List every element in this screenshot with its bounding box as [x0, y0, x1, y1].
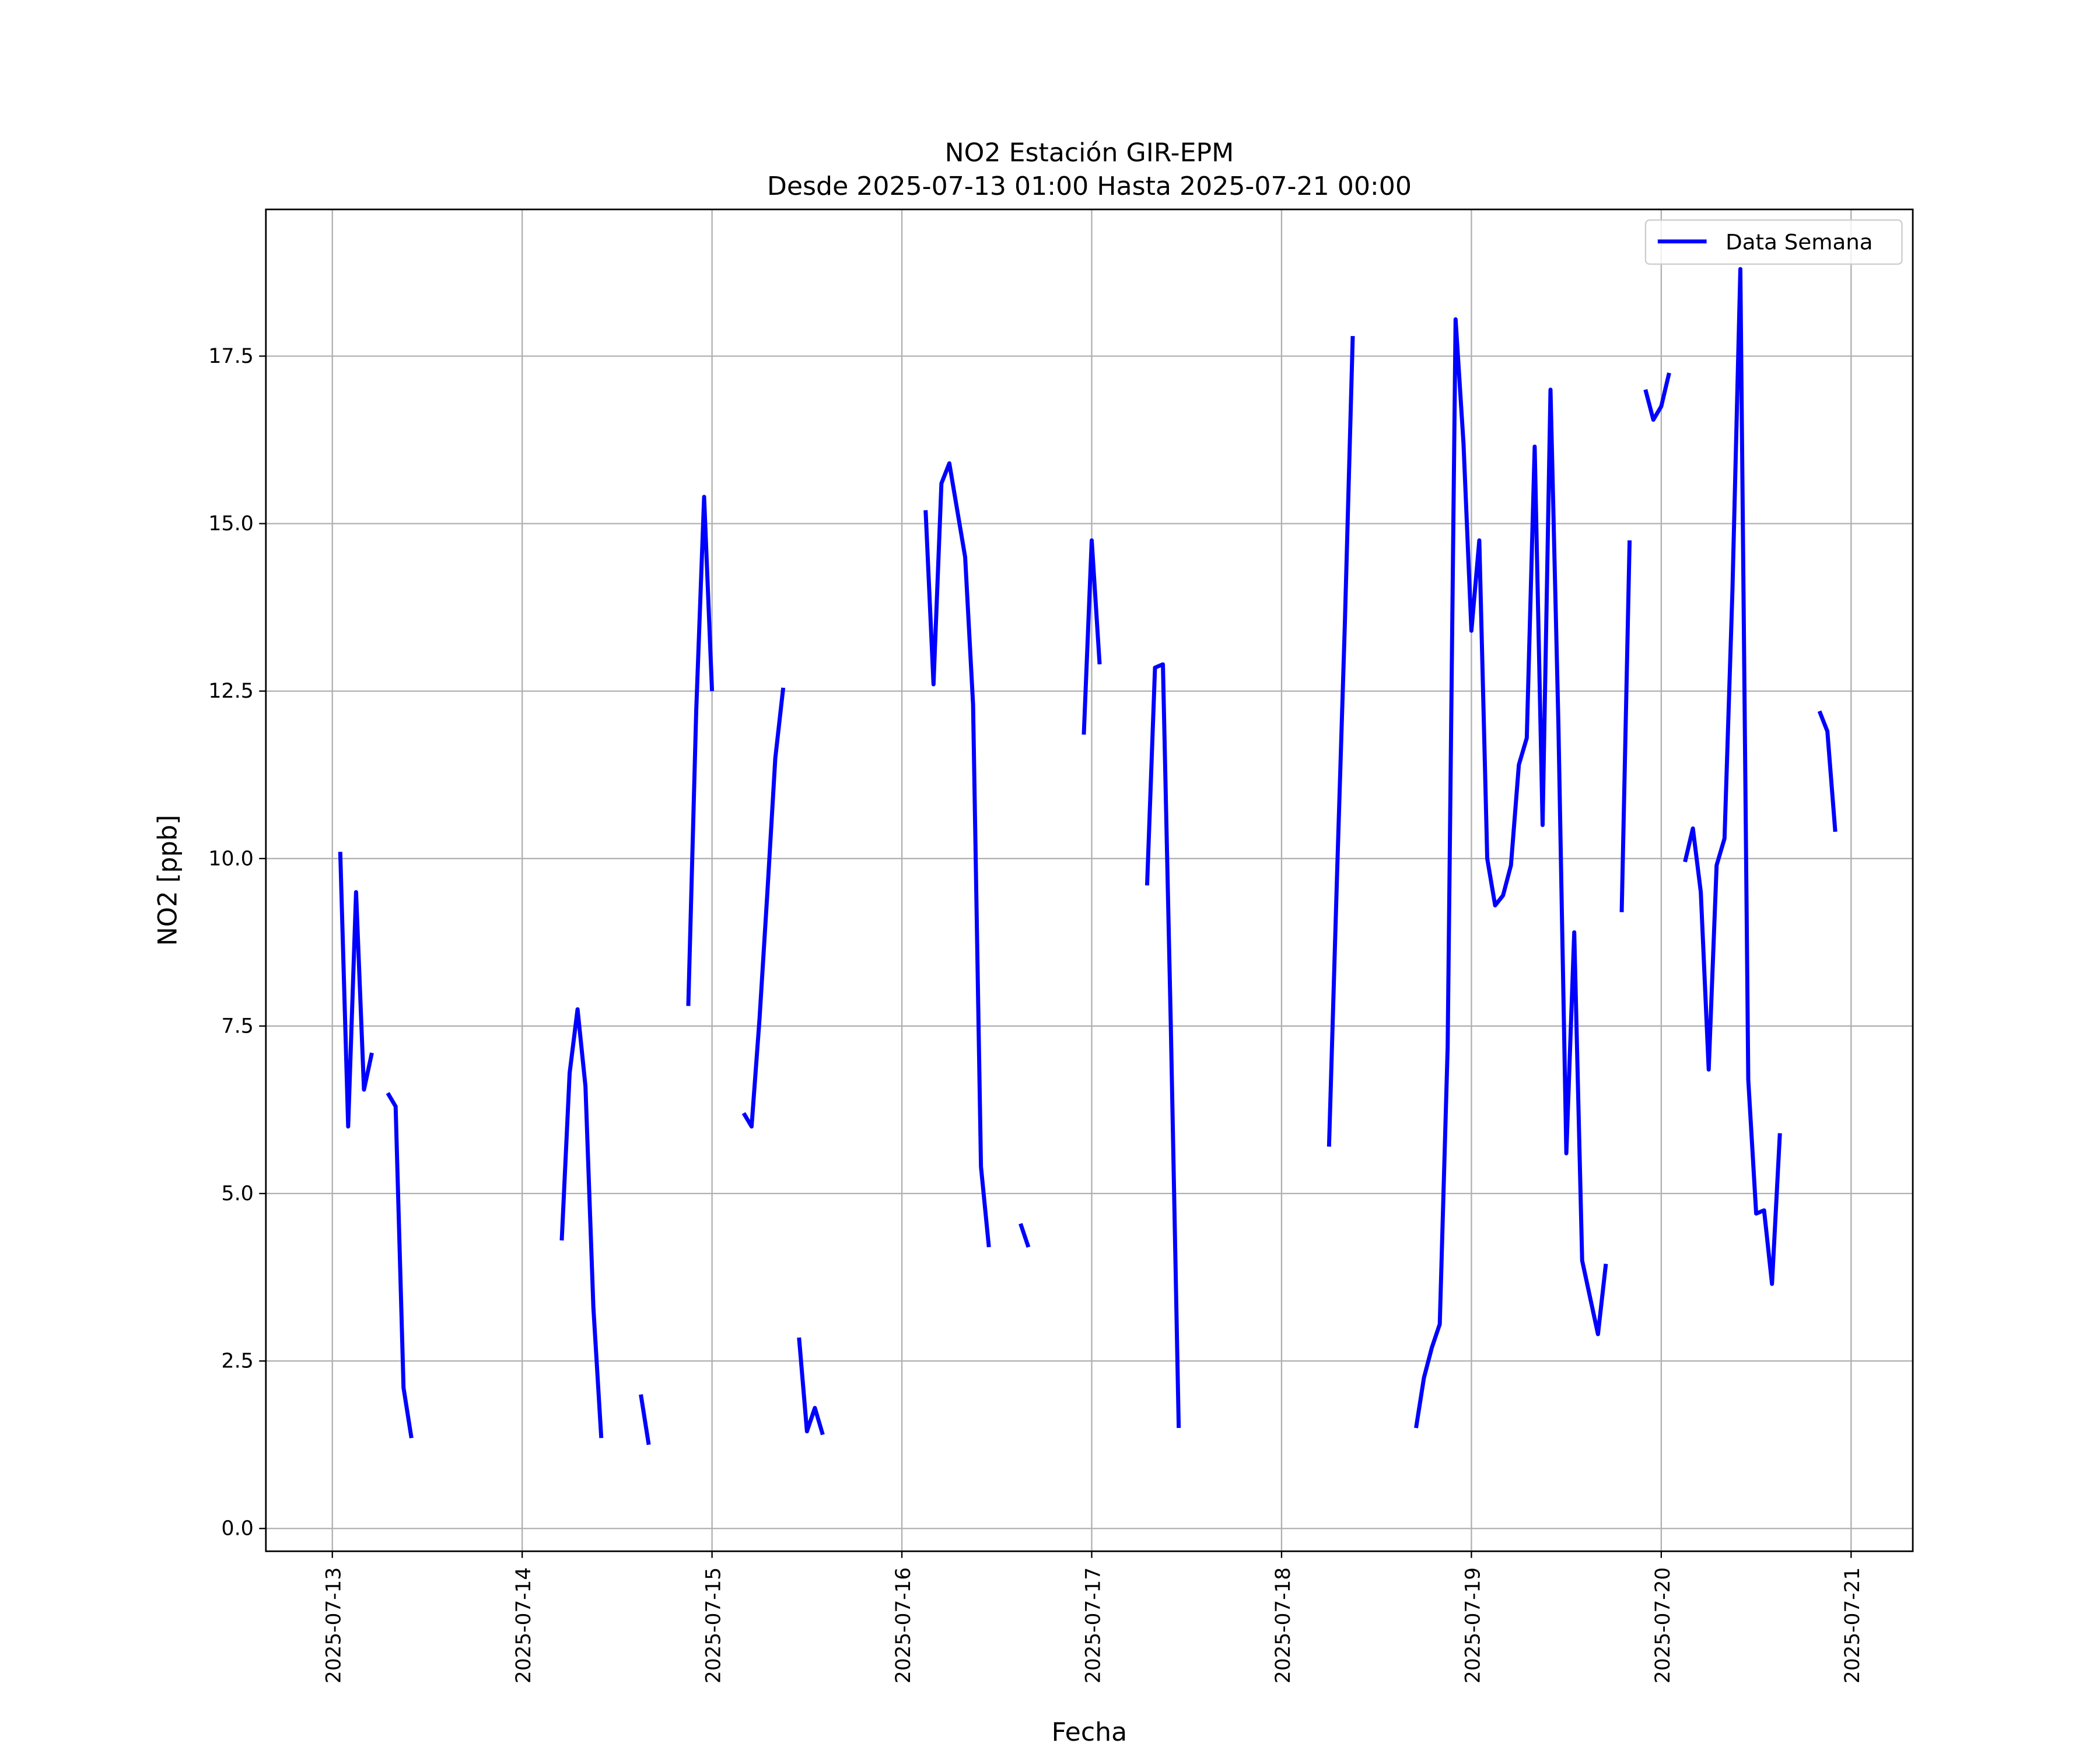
x-tick-label: 2025-07-13: [322, 1567, 345, 1684]
x-tick-label: 2025-07-18: [1272, 1567, 1295, 1684]
legend-box: [1644, 219, 1903, 265]
y-axis-label: NO2 [ppb]: [153, 815, 183, 946]
plot-frame: [265, 208, 1914, 1552]
x-tick-label: 2025-07-15: [702, 1567, 725, 1684]
x-tick-label: 2025-07-17: [1082, 1567, 1105, 1684]
y-tick-label: 7.5: [221, 1015, 253, 1038]
x-tick-label: 2025-07-20: [1651, 1567, 1675, 1684]
y-tick-label: 15.0: [208, 512, 254, 536]
legend-label: Data Semana: [1726, 230, 1873, 255]
x-tick-label: 2025-07-21: [1841, 1567, 1864, 1684]
x-tick-label: 2025-07-14: [512, 1567, 536, 1684]
x-tick-label: 2025-07-16: [892, 1567, 915, 1684]
chart-title: NO2 Estación GIR-EPM: [945, 138, 1234, 168]
y-tick-label: 2.5: [221, 1350, 253, 1373]
y-tick-label: 5.0: [221, 1182, 253, 1206]
data-line: [338, 267, 1838, 1446]
y-tick-label: 12.5: [208, 680, 254, 703]
x-tick-label: 2025-07-19: [1461, 1567, 1485, 1684]
y-tick-label: 10.0: [208, 848, 254, 871]
chart-subtitle: Desde 2025-07-13 01:00 Hasta 2025-07-21 …: [767, 172, 1412, 201]
y-tick-label: 17.5: [208, 345, 254, 368]
y-tick-label: 0.0: [221, 1517, 253, 1541]
x-axis-label: Fecha: [1052, 1717, 1128, 1747]
